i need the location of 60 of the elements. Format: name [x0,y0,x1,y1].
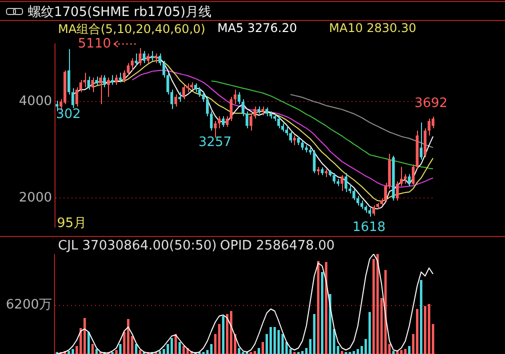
bar [91,344,94,354]
bar [408,346,410,354]
bar [424,306,426,354]
bar [226,314,228,354]
annotation: 1618 [352,220,386,235]
bar [274,327,276,354]
bar [356,349,359,354]
bar [258,348,260,354]
bar [95,349,98,354]
bar [138,350,142,354]
bar [321,272,324,354]
text: OPID 2586478.00 [220,238,335,254]
bar [317,261,320,354]
bar [222,316,224,354]
annotation: 5110 [78,36,111,52]
bar [238,348,240,354]
bar [210,344,213,354]
bar [376,254,379,354]
bar [170,338,173,354]
bar [428,304,430,354]
bar [262,342,264,354]
bar [68,351,70,354]
bar [254,351,256,354]
text: MA10 2830.30 [329,21,416,37]
bar [270,327,272,354]
bar [324,262,328,354]
bar [230,311,232,354]
bar [218,324,220,354]
bar [115,350,118,354]
bar [281,334,284,354]
annotation: 302 [56,106,81,122]
bar [72,349,74,354]
bar [182,346,185,354]
text: MA5 3276.20 [217,21,297,37]
bar [84,318,86,354]
bar [127,319,130,354]
bar [87,332,90,354]
bar [313,314,316,354]
bar [301,351,304,354]
bar [174,334,177,354]
bar [400,350,403,354]
chart-title: 螺纹1705(SHME rb1705)月线 [28,4,212,21]
text: 6200万 [6,297,52,312]
bar [420,280,422,354]
y-tick-label: 2000 [18,190,52,206]
bar [178,342,181,354]
bar [119,344,122,354]
bar [158,351,162,354]
bar [416,309,418,354]
bar [368,312,371,354]
bar [404,349,406,354]
annotation: 3257 [198,134,232,150]
text: CJL 37030864.00(50:50) [58,238,217,254]
bar [352,351,356,354]
y-tick-label: 4000 [18,94,52,110]
annotation: 3692 [414,96,448,111]
annotation: 95月 [57,216,87,231]
legend-title: MA组合(5,10,20,40,60,0) [58,21,206,38]
bar [277,330,280,354]
bar [134,344,138,354]
